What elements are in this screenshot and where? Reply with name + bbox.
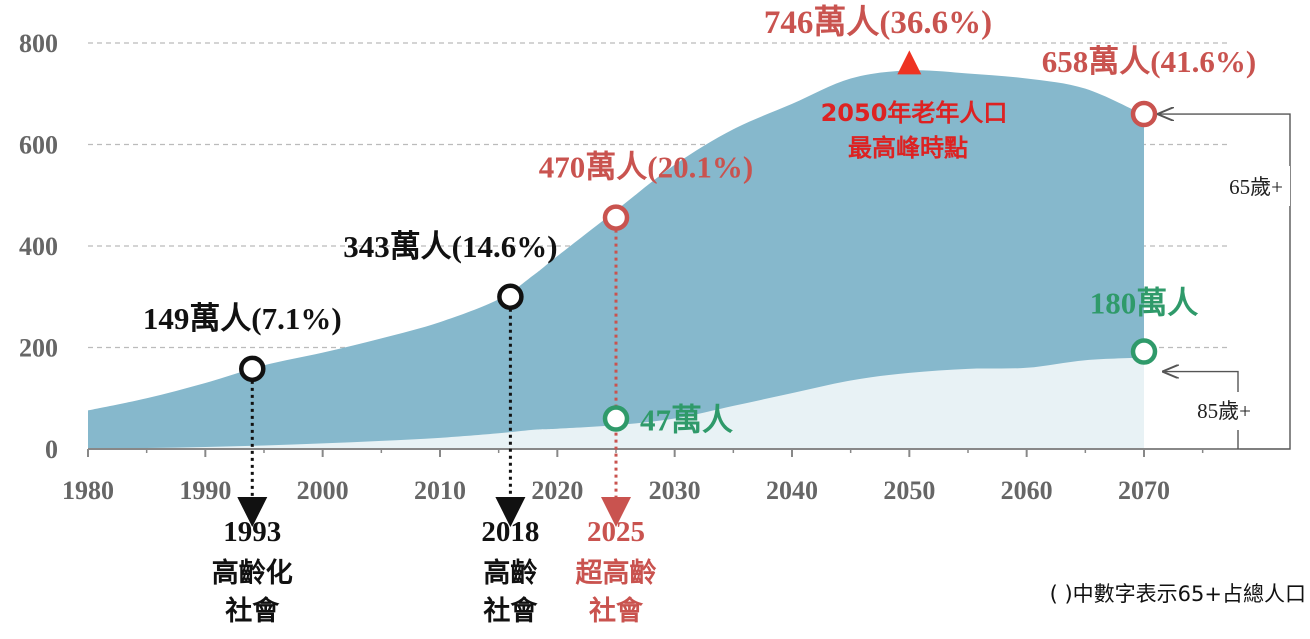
peak-note-line1: 2050年老年人口: [821, 99, 1008, 127]
bracket-65-label: 65歲+: [1229, 175, 1283, 199]
y-tick-label: 600: [19, 131, 58, 160]
marker-label: 343萬人(14.6%): [343, 229, 557, 264]
bracket-65-label-bg: [1210, 166, 1290, 206]
milestone-line2: 社會: [483, 595, 538, 627]
footnote: ( )中數字表示65+占總人口: [1050, 582, 1306, 606]
area-85-plus: [88, 357, 1144, 449]
y-tick-label: 0: [45, 435, 58, 464]
axes: [87, 448, 1240, 457]
marker-circle: [239, 355, 266, 383]
data-markers: 149萬人(7.1%) 343萬人(14.6%) 470萬人(20.1%) 47萬人 6…: [143, 44, 1256, 438]
marker-label: 658萬人(41.6%): [1042, 44, 1256, 79]
tick-labels: 0 200 400 600 800 1980 1990 2000 2010 2020 2030 204…: [19, 29, 1170, 505]
marker-circle: [497, 283, 524, 310]
milestone-line2: 社會: [589, 595, 644, 627]
milestone-line1: 高齡: [483, 557, 537, 589]
x-tick-label: 2050: [883, 476, 935, 505]
marker-label: 180萬人: [1090, 286, 1199, 321]
x-tick-label: 1980: [62, 476, 114, 505]
milestone-year: 1993: [223, 516, 281, 548]
x-tick-label: 2070: [1118, 476, 1170, 505]
x-tick-label: 2030: [649, 476, 701, 505]
bracket-65-line: [1160, 114, 1291, 450]
y-tick-label: 800: [19, 29, 58, 58]
marker-circle: [602, 405, 630, 432]
x-tick-label: 2000: [297, 476, 349, 505]
age-brackets: 65歲+ 85歲+: [1160, 114, 1291, 450]
marker-circle: [602, 204, 630, 231]
milestone-year: 2025: [587, 516, 645, 548]
y-tick-label: 200: [19, 334, 58, 363]
peak-note-line2: 最高峰時點: [848, 134, 968, 162]
x-tick-label: 2060: [1001, 476, 1053, 505]
x-tick-label: 2010: [414, 476, 466, 505]
peak-label: 746萬人(36.6%): [764, 4, 992, 41]
x-tick-label: 2040: [766, 476, 818, 505]
bracket-85-label-bg: [1180, 392, 1260, 430]
marker-label: 47萬人: [640, 403, 733, 438]
milestone-year: 2018: [481, 516, 539, 548]
marker-label: 149萬人(7.1%): [143, 301, 342, 336]
peak-triangle: [897, 50, 922, 75]
milestone-line2: 社會: [225, 595, 280, 627]
marker-circle: [1130, 338, 1158, 365]
marker-circle: [1130, 100, 1158, 128]
x-tick-label: 2020: [531, 476, 583, 505]
marker-label: 470萬人(20.1%): [539, 150, 753, 185]
milestone-line1: 超高齡: [576, 557, 657, 589]
y-tick-label: 400: [19, 232, 58, 261]
milestone-line1: 高齡化: [212, 557, 293, 589]
x-tick-label: 1990: [179, 476, 231, 505]
bracket-85-label: 85歲+: [1197, 399, 1251, 423]
